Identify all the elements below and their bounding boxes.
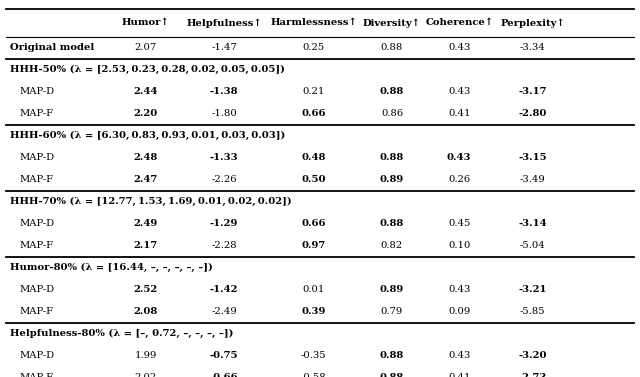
Text: Diversity↑: Diversity↑	[363, 18, 421, 28]
Text: -3.34: -3.34	[520, 43, 546, 52]
Text: 0.45: 0.45	[448, 219, 470, 228]
Text: 0.88: 0.88	[380, 373, 404, 377]
Text: -3.21: -3.21	[518, 285, 547, 294]
Text: MAP-F: MAP-F	[19, 109, 53, 118]
Text: -2.73: -2.73	[518, 373, 547, 377]
Text: 0.88: 0.88	[381, 43, 403, 52]
Text: 0.10: 0.10	[448, 241, 470, 250]
Text: -2.28: -2.28	[211, 241, 237, 250]
Text: 0.39: 0.39	[301, 307, 326, 316]
Text: 2.08: 2.08	[134, 307, 157, 316]
Text: -5.85: -5.85	[520, 307, 546, 316]
Text: -2.49: -2.49	[211, 307, 237, 316]
Text: -3.15: -3.15	[518, 153, 547, 162]
Text: Original model: Original model	[10, 43, 94, 52]
Text: 0.48: 0.48	[301, 153, 326, 162]
Text: 0.01: 0.01	[303, 285, 324, 294]
Text: -1.80: -1.80	[211, 109, 237, 118]
Text: -0.66: -0.66	[210, 373, 238, 377]
Text: 0.79: 0.79	[381, 307, 403, 316]
Text: -0.58: -0.58	[301, 373, 326, 377]
Text: 0.89: 0.89	[380, 175, 404, 184]
Text: MAP-D: MAP-D	[19, 87, 54, 96]
Text: MAP-D: MAP-D	[19, 285, 54, 294]
Text: 0.21: 0.21	[303, 87, 324, 96]
Text: -5.04: -5.04	[520, 241, 546, 250]
Text: 0.50: 0.50	[301, 175, 326, 184]
Text: 2.44: 2.44	[133, 87, 158, 96]
Text: 0.09: 0.09	[448, 307, 470, 316]
Text: 0.88: 0.88	[380, 153, 404, 162]
Text: Harmlessness↑: Harmlessness↑	[270, 18, 357, 28]
Text: 0.41: 0.41	[448, 109, 470, 118]
Text: -3.20: -3.20	[518, 351, 547, 360]
Text: 0.89: 0.89	[380, 285, 404, 294]
Text: MAP-D: MAP-D	[19, 219, 54, 228]
Text: 0.82: 0.82	[381, 241, 403, 250]
Text: MAP-D: MAP-D	[19, 153, 54, 162]
Text: -3.14: -3.14	[518, 219, 547, 228]
Text: -1.42: -1.42	[210, 285, 238, 294]
Text: 0.43: 0.43	[448, 351, 470, 360]
Text: -3.17: -3.17	[518, 87, 547, 96]
Text: 2.02: 2.02	[134, 373, 157, 377]
Text: MAP-D: MAP-D	[19, 351, 54, 360]
Text: 0.86: 0.86	[381, 109, 403, 118]
Text: 2.20: 2.20	[134, 109, 157, 118]
Text: 0.66: 0.66	[301, 109, 326, 118]
Text: MAP-F: MAP-F	[19, 175, 53, 184]
Text: 2.49: 2.49	[134, 219, 157, 228]
Text: Helpfulness↑: Helpfulness↑	[186, 18, 262, 28]
Text: Humor↑: Humor↑	[122, 18, 170, 28]
Text: 0.43: 0.43	[448, 87, 470, 96]
Text: 0.26: 0.26	[448, 175, 470, 184]
Text: Perplexity↑: Perplexity↑	[500, 18, 565, 28]
Text: -1.47: -1.47	[211, 43, 237, 52]
Text: 0.43: 0.43	[447, 153, 472, 162]
Text: 2.52: 2.52	[134, 285, 157, 294]
Text: 0.88: 0.88	[380, 219, 404, 228]
Text: 0.43: 0.43	[448, 43, 470, 52]
Text: HHH-60% (λ = [6.30, 0.83, 0.93, 0.01, 0.03, 0.03]): HHH-60% (λ = [6.30, 0.83, 0.93, 0.01, 0.…	[10, 131, 285, 140]
Text: 0.88: 0.88	[380, 351, 404, 360]
Text: -2.80: -2.80	[518, 109, 547, 118]
Text: 2.17: 2.17	[134, 241, 157, 250]
Text: -0.35: -0.35	[301, 351, 326, 360]
Text: 0.43: 0.43	[448, 285, 470, 294]
Text: 2.48: 2.48	[134, 153, 157, 162]
Text: -1.38: -1.38	[210, 87, 238, 96]
Text: Coherence↑: Coherence↑	[425, 18, 493, 28]
Text: HHH-50% (λ = [2.53, 0.23, 0.28, 0.02, 0.05, 0.05]): HHH-50% (λ = [2.53, 0.23, 0.28, 0.02, 0.…	[10, 65, 285, 74]
Text: MAP-F: MAP-F	[19, 373, 53, 377]
Text: -2.26: -2.26	[211, 175, 237, 184]
Text: 0.41: 0.41	[448, 373, 470, 377]
Text: 2.47: 2.47	[134, 175, 157, 184]
Text: 0.66: 0.66	[301, 219, 326, 228]
Text: HHH-70% (λ = [12.77, 1.53, 1.69, 0.01, 0.02, 0.02]): HHH-70% (λ = [12.77, 1.53, 1.69, 0.01, 0…	[10, 197, 291, 206]
Text: 0.25: 0.25	[303, 43, 324, 52]
Text: 0.88: 0.88	[380, 87, 404, 96]
Text: MAP-F: MAP-F	[19, 307, 53, 316]
Text: MAP-F: MAP-F	[19, 241, 53, 250]
Text: 0.97: 0.97	[301, 241, 326, 250]
Text: 2.07: 2.07	[134, 43, 157, 52]
Text: 1.99: 1.99	[134, 351, 157, 360]
Text: -1.33: -1.33	[210, 153, 238, 162]
Text: Humor-80% (λ = [16.44, –, –, –, –, –]): Humor-80% (λ = [16.44, –, –, –, –, –])	[10, 263, 212, 272]
Text: Helpfulness-80% (λ = [–, 0.72, –, –, –, –]): Helpfulness-80% (λ = [–, 0.72, –, –, –, …	[10, 329, 233, 338]
Text: -3.49: -3.49	[520, 175, 546, 184]
Text: -1.29: -1.29	[210, 219, 238, 228]
Text: -0.75: -0.75	[210, 351, 238, 360]
